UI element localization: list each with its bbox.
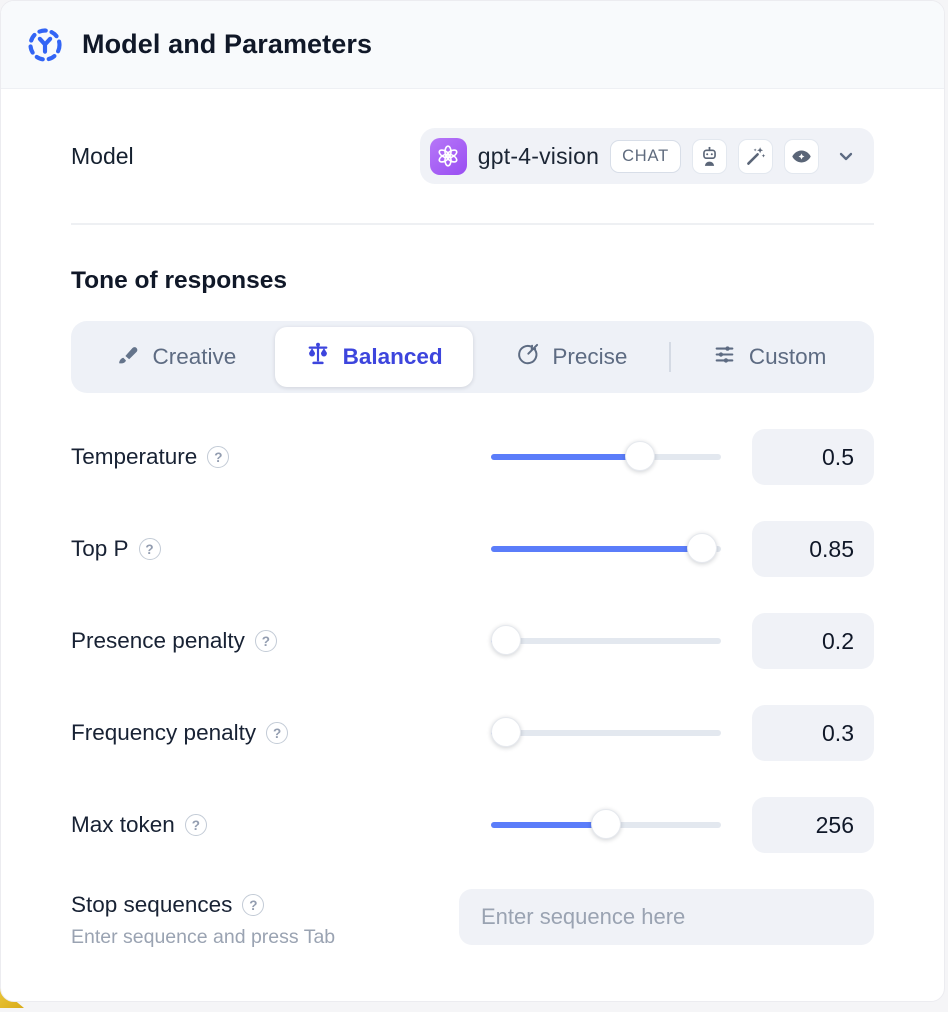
tone-option-label: Custom — [748, 344, 827, 369]
stop-sequences-row: Stop sequences Enter sequence and press … — [71, 889, 874, 949]
tone-heading: Tone of responses — [71, 267, 288, 294]
sliders-icon — [712, 342, 737, 373]
help-icon[interactable] — [254, 630, 277, 652]
top-p-slider[interactable] — [491, 533, 721, 565]
slider-thumb[interactable] — [687, 533, 717, 563]
tone-option-label: Precise — [552, 344, 628, 369]
model-label: Model — [71, 142, 134, 169]
openai-logo-icon — [429, 137, 467, 175]
stop-sequence-input[interactable] — [459, 889, 874, 945]
slider-thumb[interactable] — [491, 717, 521, 747]
model-name: gpt-4-vision — [477, 142, 600, 169]
param-row-presence-penalty: Presence penalty 0.2 — [71, 613, 874, 669]
slider-track[interactable] — [491, 730, 721, 736]
param-row-max-token: Max token 256 — [71, 797, 874, 853]
slider-fill — [491, 822, 606, 828]
tone-option-label: Balanced — [342, 344, 443, 369]
frequency-penalty-slider[interactable] — [491, 717, 721, 749]
slider-fill — [491, 546, 702, 552]
param-row-top-p: Top P 0.85 — [71, 521, 874, 577]
help-icon[interactable] — [242, 894, 265, 916]
temperature-slider[interactable] — [491, 441, 721, 473]
frequency-penalty-value[interactable]: 0.3 — [752, 705, 874, 761]
param-label: Max token — [71, 812, 175, 837]
param-label: Temperature — [71, 444, 198, 469]
stop-sequences-label: Stop sequences — [71, 892, 233, 917]
model-select-dropdown[interactable]: gpt-4-vision CHAT — [419, 128, 874, 184]
eye-icon — [784, 138, 819, 174]
model-row: Model gpt-4-vision CH — [71, 128, 874, 184]
presence-penalty-slider[interactable] — [491, 625, 721, 657]
section-divider — [71, 223, 874, 225]
temperature-value[interactable]: 0.5 — [752, 429, 874, 485]
help-icon[interactable] — [184, 814, 207, 836]
paintbrush-icon — [115, 342, 140, 373]
help-icon[interactable] — [266, 722, 289, 744]
panel-title: Model and Parameters — [82, 29, 373, 59]
slider-track[interactable] — [491, 638, 721, 644]
slider-fill — [491, 454, 640, 460]
slider-thumb[interactable] — [591, 809, 621, 839]
chat-type-badge: CHAT — [610, 139, 681, 173]
param-row-frequency-penalty: Frequency penalty 0.3 — [71, 705, 874, 761]
tone-option-creative[interactable]: Creative — [77, 327, 275, 387]
robot-icon — [692, 138, 727, 174]
presence-penalty-value[interactable]: 0.2 — [752, 613, 874, 669]
param-label: Presence penalty — [71, 628, 245, 653]
target-arrow-icon — [515, 342, 540, 373]
tone-option-custom[interactable]: Custom — [669, 327, 868, 387]
chevron-down-icon — [834, 144, 858, 168]
tone-option-label: Creative — [152, 344, 237, 369]
max-token-value[interactable]: 256 — [752, 797, 874, 853]
slider-thumb[interactable] — [625, 441, 655, 471]
max-token-slider[interactable] — [491, 809, 721, 841]
tone-option-balanced[interactable]: Balanced — [274, 327, 473, 387]
slider-thumb[interactable] — [491, 625, 521, 655]
param-row-temperature: Temperature 0.5 — [71, 429, 874, 485]
wand-sparkles-icon — [738, 138, 773, 174]
stop-sequences-helper: Enter sequence and press Tab — [71, 926, 336, 948]
help-icon[interactable] — [207, 446, 230, 468]
help-icon[interactable] — [138, 538, 161, 560]
panel-header: Model and Parameters — [1, 1, 944, 89]
param-label: Top P — [71, 536, 129, 561]
top-p-value[interactable]: 0.85 — [752, 521, 874, 577]
tone-segmented-control: Creative Balanced — [71, 321, 874, 393]
model-parameters-icon — [25, 25, 65, 65]
param-label: Frequency penalty — [71, 720, 257, 745]
scale-icon — [305, 341, 331, 373]
tone-option-precise[interactable]: Precise — [473, 327, 671, 387]
